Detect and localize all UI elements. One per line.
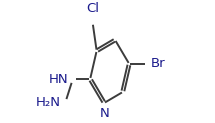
Text: H₂N: H₂N <box>36 96 61 109</box>
Text: N: N <box>99 107 109 120</box>
Text: HN: HN <box>49 73 68 86</box>
Text: Cl: Cl <box>86 2 99 15</box>
Text: Br: Br <box>151 57 166 70</box>
